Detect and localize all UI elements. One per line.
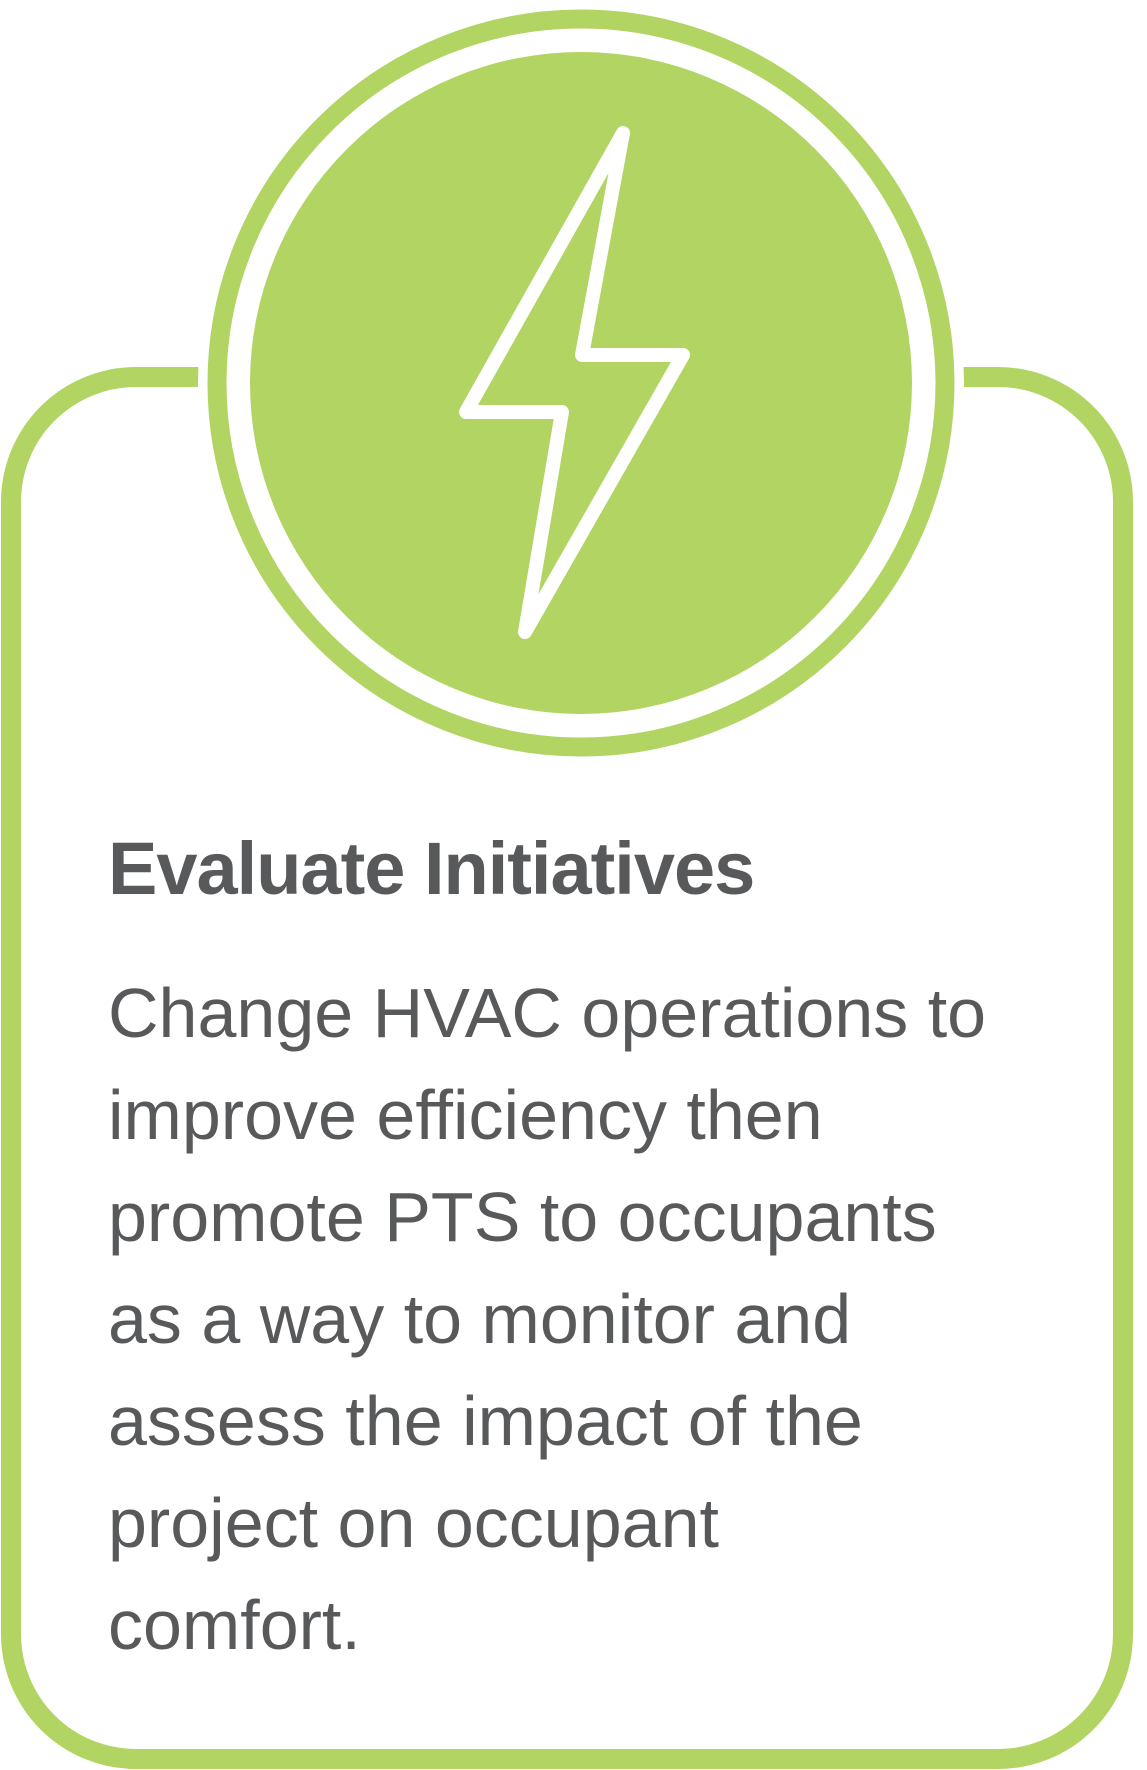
description-line: project on occupant [108, 1484, 719, 1562]
description-line: comfort. [108, 1586, 361, 1664]
badge-outer-ring [207, 9, 955, 757]
card-description: Change HVAC operations to improve effici… [108, 962, 1068, 1676]
lightning-bolt-icon [459, 126, 690, 639]
badge-inner-circle [250, 52, 912, 714]
description-line: Change HVAC operations to [108, 974, 987, 1052]
description-line: promote PTS to occupants [108, 1178, 937, 1256]
card-title: Evaluate Initiatives [108, 827, 755, 910]
description-line: as a way to monitor and [108, 1280, 852, 1358]
description-line: improve efficiency then [108, 1076, 823, 1154]
description-line: assess the impact of the [108, 1382, 863, 1460]
